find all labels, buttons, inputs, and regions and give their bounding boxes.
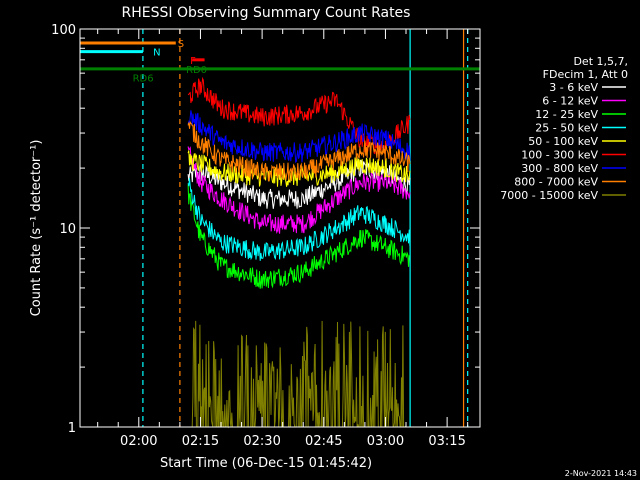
legend-entry-2: 12 - 25 keV (535, 108, 598, 121)
legend-entry-7: 800 - 7000 keV (514, 176, 598, 189)
y-tick-label-2: 100 (51, 23, 76, 38)
series-line-1 (187, 146, 411, 235)
series-line-7 (187, 120, 411, 182)
legend-entry-5: 100 - 300 keV (521, 149, 598, 162)
y-axis-label: Count Rate (s⁻¹ detector⁻¹) (29, 140, 44, 317)
legend-title-0: Det 1,5,7, (573, 55, 628, 68)
legend-title-1: FDecim 1, Att 0 (543, 68, 628, 81)
legend-entry-1: 6 - 12 keV (542, 95, 598, 108)
flag-label-n: N (153, 48, 160, 59)
x-axis-label: Start Time (06-Dec-15 01:45:42) (160, 456, 372, 471)
legend-entry-6: 300 - 800 keV (521, 162, 598, 175)
x-tick-label-4: 03:00 (367, 434, 404, 449)
flag-label-rd6: RD6 (133, 74, 154, 85)
x-tick-label-2: 02:30 (243, 434, 280, 449)
x-tick-label-3: 02:45 (305, 434, 342, 449)
chart-title: RHESSI Observing Summary Count Rates (122, 5, 411, 21)
legend-entry-0: 3 - 6 keV (549, 81, 598, 94)
series-line-2 (187, 184, 411, 289)
legend-entry-4: 50 - 100 keV (528, 135, 598, 148)
flag-label-rd0: RD0 (186, 65, 207, 76)
legend-entry-3: 25 - 50 keV (535, 122, 598, 135)
x-tick-label-0: 02:00 (120, 434, 157, 449)
series-line-6 (187, 110, 411, 164)
footer-date: 2-Nov-2021 14:43 (565, 469, 637, 478)
legend-entry-8: 7000 - 15000 keV (500, 189, 598, 202)
x-tick-label-1: 02:15 (182, 434, 219, 449)
x-tick-label-5: 03:15 (428, 434, 465, 449)
y-tick-label-1: 10 (59, 222, 76, 237)
flag-label-f: F (190, 56, 196, 67)
y-tick-label-0: 1 (68, 421, 76, 436)
flag-label-s: S (178, 39, 184, 50)
series-line-3 (187, 178, 411, 261)
series-line-5 (187, 76, 411, 155)
